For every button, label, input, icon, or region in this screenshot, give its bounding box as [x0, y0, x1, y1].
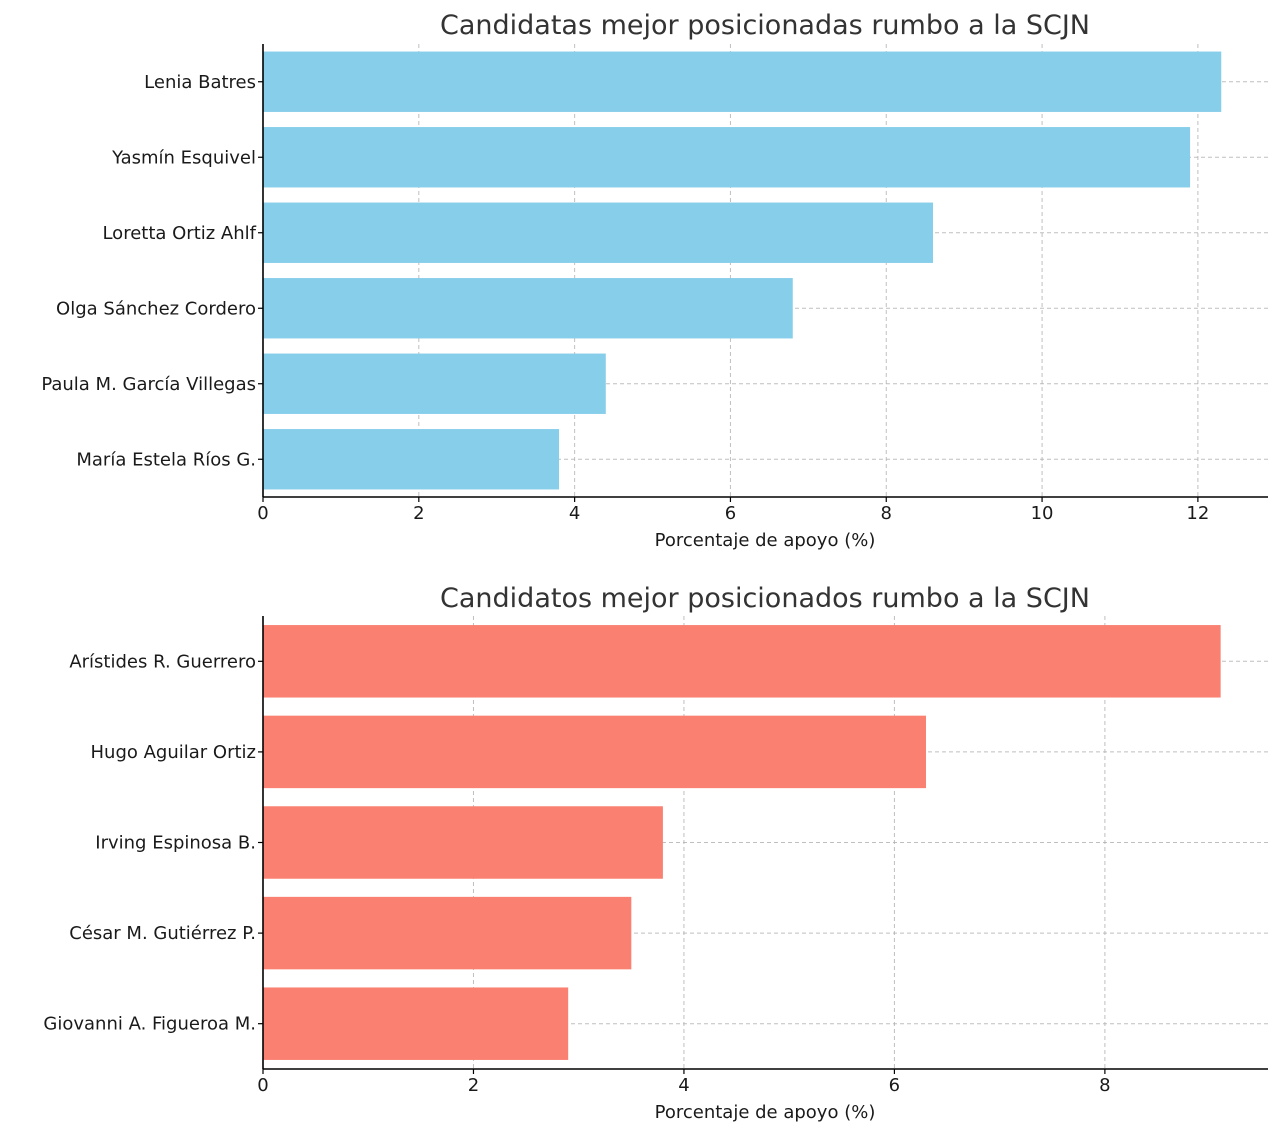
category-label: Yasmín Esquivel	[111, 147, 256, 168]
x-ticks: 0 2 4 6 8 10 12	[257, 81, 1209, 524]
chart-title: Candidatas mejor posicionadas rumbo a la…	[440, 10, 1090, 41]
x-tick-label: 2	[468, 1075, 479, 1096]
category-label: Irving Espinosa B.	[95, 833, 256, 854]
female-candidates-chart: Candidatas mejor posicionadas rumbo a la…	[41, 10, 1268, 551]
axes	[262, 44, 1268, 498]
category-label: Hugo Aguilar Ortiz	[91, 742, 256, 763]
x-tick-label: 6	[889, 1075, 900, 1096]
x-tick-label: 0	[257, 1075, 268, 1096]
x-tick-label: 0	[257, 503, 268, 524]
category-label: César M. Gutiérrez P.	[69, 923, 256, 944]
x-tick-label: 4	[569, 503, 580, 524]
y-tick-labels: Arístides R. Guerrero Hugo Aguilar Ortiz I…	[43, 651, 256, 1034]
x-tick-label: 8	[881, 503, 892, 524]
category-label: Olga Sánchez Cordero	[56, 298, 256, 319]
bar	[263, 202, 933, 263]
x-tick-label: 6	[725, 503, 736, 524]
category-label: Loretta Ortiz Ahlf	[102, 223, 256, 244]
x-ticks: 0 2 4 6 8	[257, 660, 1111, 1096]
category-label: Paula M. García Villegas	[41, 374, 256, 395]
bar	[263, 987, 569, 1060]
category-label: Arístides R. Guerrero	[69, 651, 256, 672]
bar	[263, 896, 632, 970]
bar	[263, 429, 560, 490]
x-tick-label: 4	[678, 1075, 689, 1096]
chart-title: Candidatos mejor posicionados rumbo a la…	[440, 583, 1090, 614]
bar	[263, 51, 1222, 112]
y-tick-labels: Lenia Batres Yasmín Esquivel Loretta Ortiz…	[41, 72, 256, 471]
x-tick-label: 8	[1099, 1075, 1110, 1096]
bar	[263, 715, 926, 789]
x-tick-label: 12	[1186, 503, 1209, 524]
x-axis-label: Porcentaje de apoyo (%)	[655, 530, 876, 551]
bar	[263, 806, 663, 879]
x-tick-label: 10	[1031, 503, 1054, 524]
male-candidates-chart: Candidatos mejor posicionados rumbo a la…	[43, 583, 1268, 1123]
bars	[263, 625, 1221, 1060]
x-axis-label: Porcentaje de apoyo (%)	[655, 1102, 876, 1123]
x-tick-label: 2	[413, 503, 424, 524]
category-label: María Estela Ríos G.	[76, 449, 256, 470]
bar	[263, 127, 1191, 188]
bars	[263, 51, 1222, 490]
category-label: Lenia Batres	[144, 72, 256, 93]
category-label: Giovanni A. Figueroa M.	[43, 1014, 256, 1035]
bar	[263, 278, 793, 339]
bar	[263, 625, 1221, 698]
bar	[263, 353, 606, 414]
